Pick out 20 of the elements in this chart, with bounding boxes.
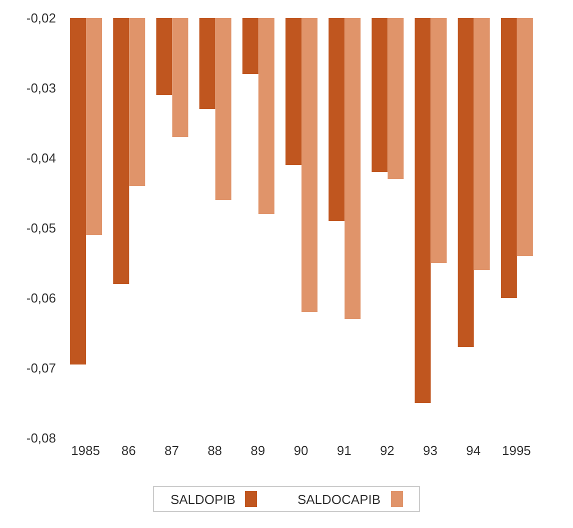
legend-label: SALDOCAPIB xyxy=(297,492,381,506)
y-tick-label: -0,08 xyxy=(26,430,56,446)
y-tick-label: -0,05 xyxy=(26,220,56,236)
x-tick-label: 91 xyxy=(336,443,352,458)
x-tick-label: 1985 xyxy=(71,443,100,458)
y-tick-label: -0,07 xyxy=(26,360,56,376)
x-tick-label: 89 xyxy=(250,443,266,458)
x-tick-label: 86 xyxy=(121,443,136,458)
y-tick-label: -0,06 xyxy=(26,290,56,306)
x-tick-label: 1995 xyxy=(502,443,531,458)
x-tick-label: 88 xyxy=(208,443,222,458)
x-tick-label: 94 xyxy=(466,443,481,458)
legend-label: SALDOPIB xyxy=(170,492,236,506)
y-tick-label: -0,02 xyxy=(26,10,56,26)
x-tick-label: 90 xyxy=(294,443,308,458)
x-tick-label: 92 xyxy=(380,443,394,458)
x-tick-label: 93 xyxy=(423,443,438,458)
x-tick-label: 87 xyxy=(164,443,179,458)
y-tick-label: -0,03 xyxy=(26,80,56,96)
y-tick-label: -0,04 xyxy=(26,150,56,166)
